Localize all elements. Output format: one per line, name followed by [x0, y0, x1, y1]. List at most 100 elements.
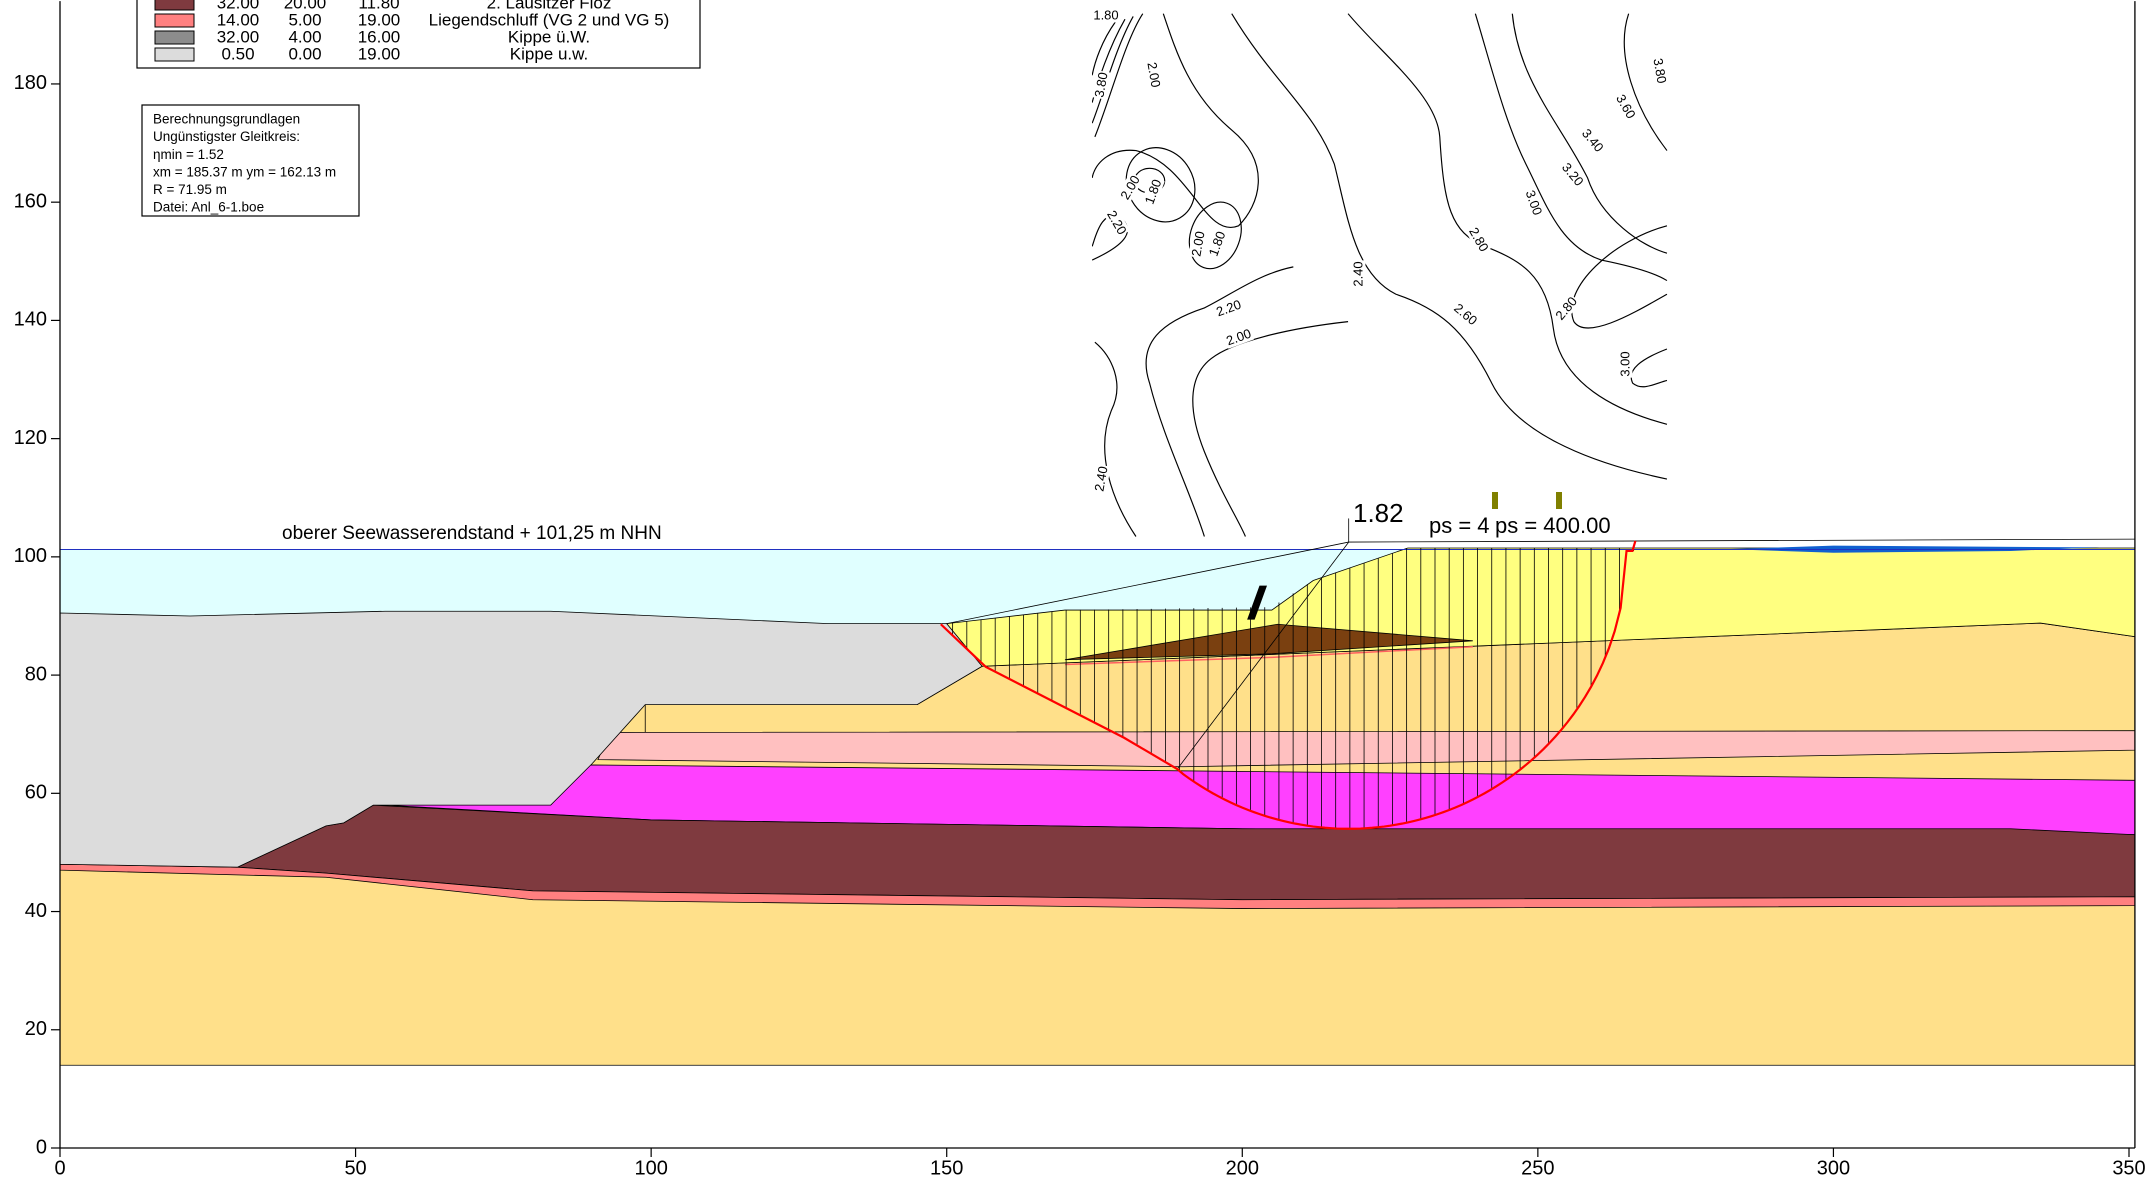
contour-label-bg	[1144, 60, 1164, 90]
water-level-label: oberer Seewasserendstand + 101,25 m NHN	[282, 523, 662, 544]
y-tick-label: 80	[25, 663, 47, 685]
contour-label-bg	[1092, 464, 1111, 494]
wall	[1248, 586, 1266, 619]
info-line: Berechnungsgrundlagen	[153, 112, 300, 127]
contour-label: 1.80	[1142, 177, 1165, 206]
load-marker	[1556, 492, 1562, 509]
contour-label: 1.80	[1093, 7, 1118, 22]
legend-value: 0.00	[288, 44, 321, 63]
y-tick-label: 160	[14, 190, 47, 212]
legend-swatch	[154, 13, 195, 28]
contour-label-bg	[1617, 350, 1633, 378]
contour-label-bg	[1551, 293, 1581, 324]
info-line: Ungünstigster Gleitkreis:	[153, 129, 300, 144]
x-tick-label: 250	[1521, 1157, 1554, 1179]
contour-label-bg	[1558, 159, 1588, 190]
x-tick-label: 50	[344, 1157, 366, 1179]
info-line: Datei: Anl_6-1.boe	[153, 200, 264, 215]
axes: 0 20 40 60 80 100 120 140 160 180 0 50 100 150 200 250 3…	[14, 1, 2146, 1179]
y-tick-label: 60	[25, 782, 47, 804]
info-line: xm = 185.37 m ym = 162.13 m	[153, 164, 336, 179]
legend-value: 19.00	[358, 44, 401, 63]
contour-label: 2.40	[1350, 261, 1365, 286]
load-marker	[1492, 492, 1498, 509]
load-label: ps = 400.00	[1495, 513, 1611, 538]
x-tick-label: 150	[930, 1157, 963, 1179]
info-line: R = 71.95 m	[153, 182, 227, 197]
info-box	[141, 104, 360, 217]
contour-label: 3.00	[1617, 351, 1632, 376]
legend-name: Kippe u.w.	[510, 44, 588, 63]
contour-label-bg	[1450, 299, 1481, 329]
contour-label-bg	[1350, 260, 1366, 288]
safety-factor: 1.82	[1353, 498, 1404, 528]
contour-label: 3.80	[1650, 57, 1669, 85]
contour-label: 3.80	[1091, 71, 1110, 99]
contour-label-bg	[1465, 223, 1493, 256]
legend-value: 16.00	[358, 27, 401, 46]
x-tick-label: 0	[54, 1157, 65, 1179]
contour-label-bg	[1612, 90, 1640, 123]
contour-label: 2.00	[1224, 326, 1253, 349]
lens	[1065, 624, 1473, 659]
legend-name: Kippe ü.W.	[508, 27, 590, 46]
legend-value: 19.00	[358, 10, 401, 29]
legend-swatch	[154, 47, 195, 62]
info-text: Berechnungsgrundlagen Ungünstigster Gleit…	[153, 112, 336, 215]
contour-label-bg	[1650, 56, 1668, 86]
legend-box	[136, 0, 701, 69]
radius-line	[1177, 542, 1348, 769]
y-tick-label: 120	[14, 427, 47, 449]
contour-label: 2.00	[1144, 61, 1163, 89]
slices	[953, 548, 1634, 829]
contour-label-bg	[1092, 7, 1120, 23]
y-tick-label: 40	[25, 900, 47, 922]
section	[60, 518, 2135, 1065]
contour-label-bg	[1116, 171, 1144, 204]
contour-label-bg	[1103, 206, 1131, 239]
y-tick-label: 20	[25, 1018, 47, 1040]
legend-value: 4.00	[288, 27, 321, 46]
contour-label: 3.20	[1559, 160, 1587, 189]
contour-label-bg	[1223, 325, 1255, 349]
legend-value: 11.80	[358, 0, 399, 12]
legend-swatch	[154, 0, 195, 11]
legend-value: 20.00	[284, 0, 327, 12]
legend-value: 14.00	[217, 10, 260, 29]
y-tick-label: 140	[14, 309, 47, 331]
layer-dump-below	[60, 611, 982, 867]
x-tick-label: 300	[1817, 1157, 1850, 1179]
x-tick-label: 200	[1226, 1157, 1259, 1179]
legend-value: 32.00	[217, 27, 260, 46]
surface-line	[947, 542, 1349, 624]
contour-lines	[1092, 13, 1668, 537]
x-tick-label: 350	[2112, 1157, 2145, 1179]
contour-label: 1.80	[1206, 229, 1229, 258]
load-label: ps = 4	[1429, 513, 1490, 538]
x-tick-label: 100	[634, 1157, 667, 1179]
contour-label-bg	[1213, 296, 1245, 320]
info-line: ηmin = 1.52	[153, 147, 224, 162]
legend: 32.00 20.00 11.80 2. Lausitzer Flöz 14.00 5.0…	[154, 0, 670, 63]
contour-label-bg	[1188, 229, 1208, 259]
legend-value: 5.00	[288, 10, 321, 29]
contour-label: 3.40	[1579, 126, 1607, 155]
contour-plot: 1.803.80 2.002.001.802.202.001.802.402.20…	[1091, 7, 1669, 537]
y-tick-label: 180	[14, 72, 47, 94]
y-tick-label: 100	[14, 545, 47, 567]
legend-name: 2. Lausitzer Flöz	[487, 0, 612, 12]
legend-value: 0.50	[221, 44, 254, 63]
contour-label: 3.00	[1523, 188, 1546, 217]
legend-swatch	[154, 30, 195, 45]
contour-label: 2.80	[1552, 294, 1580, 323]
legend-name: Liegendschluff (VG 2 und VG 5)	[429, 10, 670, 29]
contour-label-bg	[1205, 228, 1229, 260]
contour-label-bg	[1578, 125, 1608, 156]
contour-label-bg	[1141, 176, 1165, 208]
lens-base	[1065, 647, 1473, 665]
legend-value: 32.00	[217, 0, 260, 12]
contour-label-bg	[1092, 70, 1111, 100]
slip-circle	[941, 541, 1636, 829]
contour-label-bg	[1522, 187, 1546, 219]
